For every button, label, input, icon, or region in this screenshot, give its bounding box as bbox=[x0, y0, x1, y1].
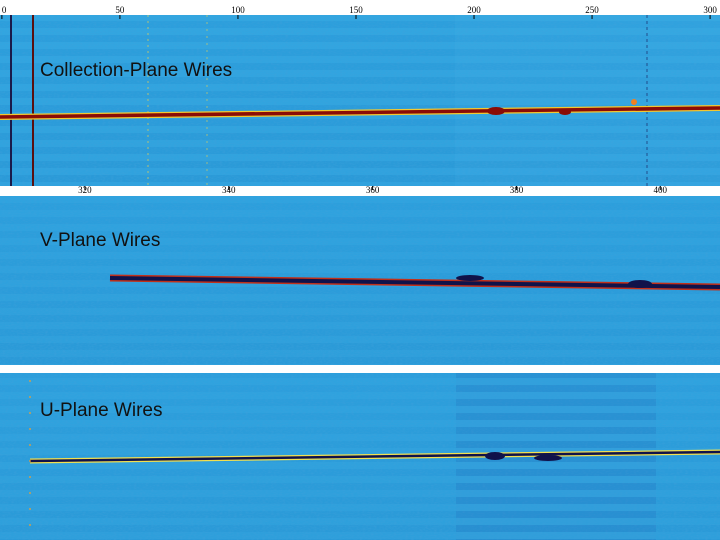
plane-label: U-Plane Wires bbox=[40, 400, 162, 421]
tick-label: 300 bbox=[703, 5, 717, 15]
plane-label: V-Plane Wires bbox=[40, 230, 160, 251]
tick-label: 50 bbox=[115, 5, 125, 15]
tick-label: 400 bbox=[654, 185, 668, 195]
tick-label: 200 bbox=[467, 5, 481, 15]
tick-label: 150 bbox=[349, 5, 363, 15]
tick-label: 0 bbox=[2, 5, 7, 15]
tick-label: 340 bbox=[222, 185, 236, 195]
collection-panel bbox=[0, 15, 720, 186]
plane-label: Collection-Plane Wires bbox=[40, 60, 232, 81]
u-panel bbox=[0, 373, 720, 540]
v-panel bbox=[0, 196, 720, 365]
tick-label: 320 bbox=[78, 185, 92, 195]
tick-label: 250 bbox=[585, 5, 599, 15]
tick-label: 380 bbox=[510, 185, 524, 195]
axes: 0 50 100 150 200 250 300 320 340 360 380 400 bbox=[1, 5, 717, 195]
tick-label: 100 bbox=[231, 5, 245, 15]
tick-label: 360 bbox=[366, 185, 380, 195]
